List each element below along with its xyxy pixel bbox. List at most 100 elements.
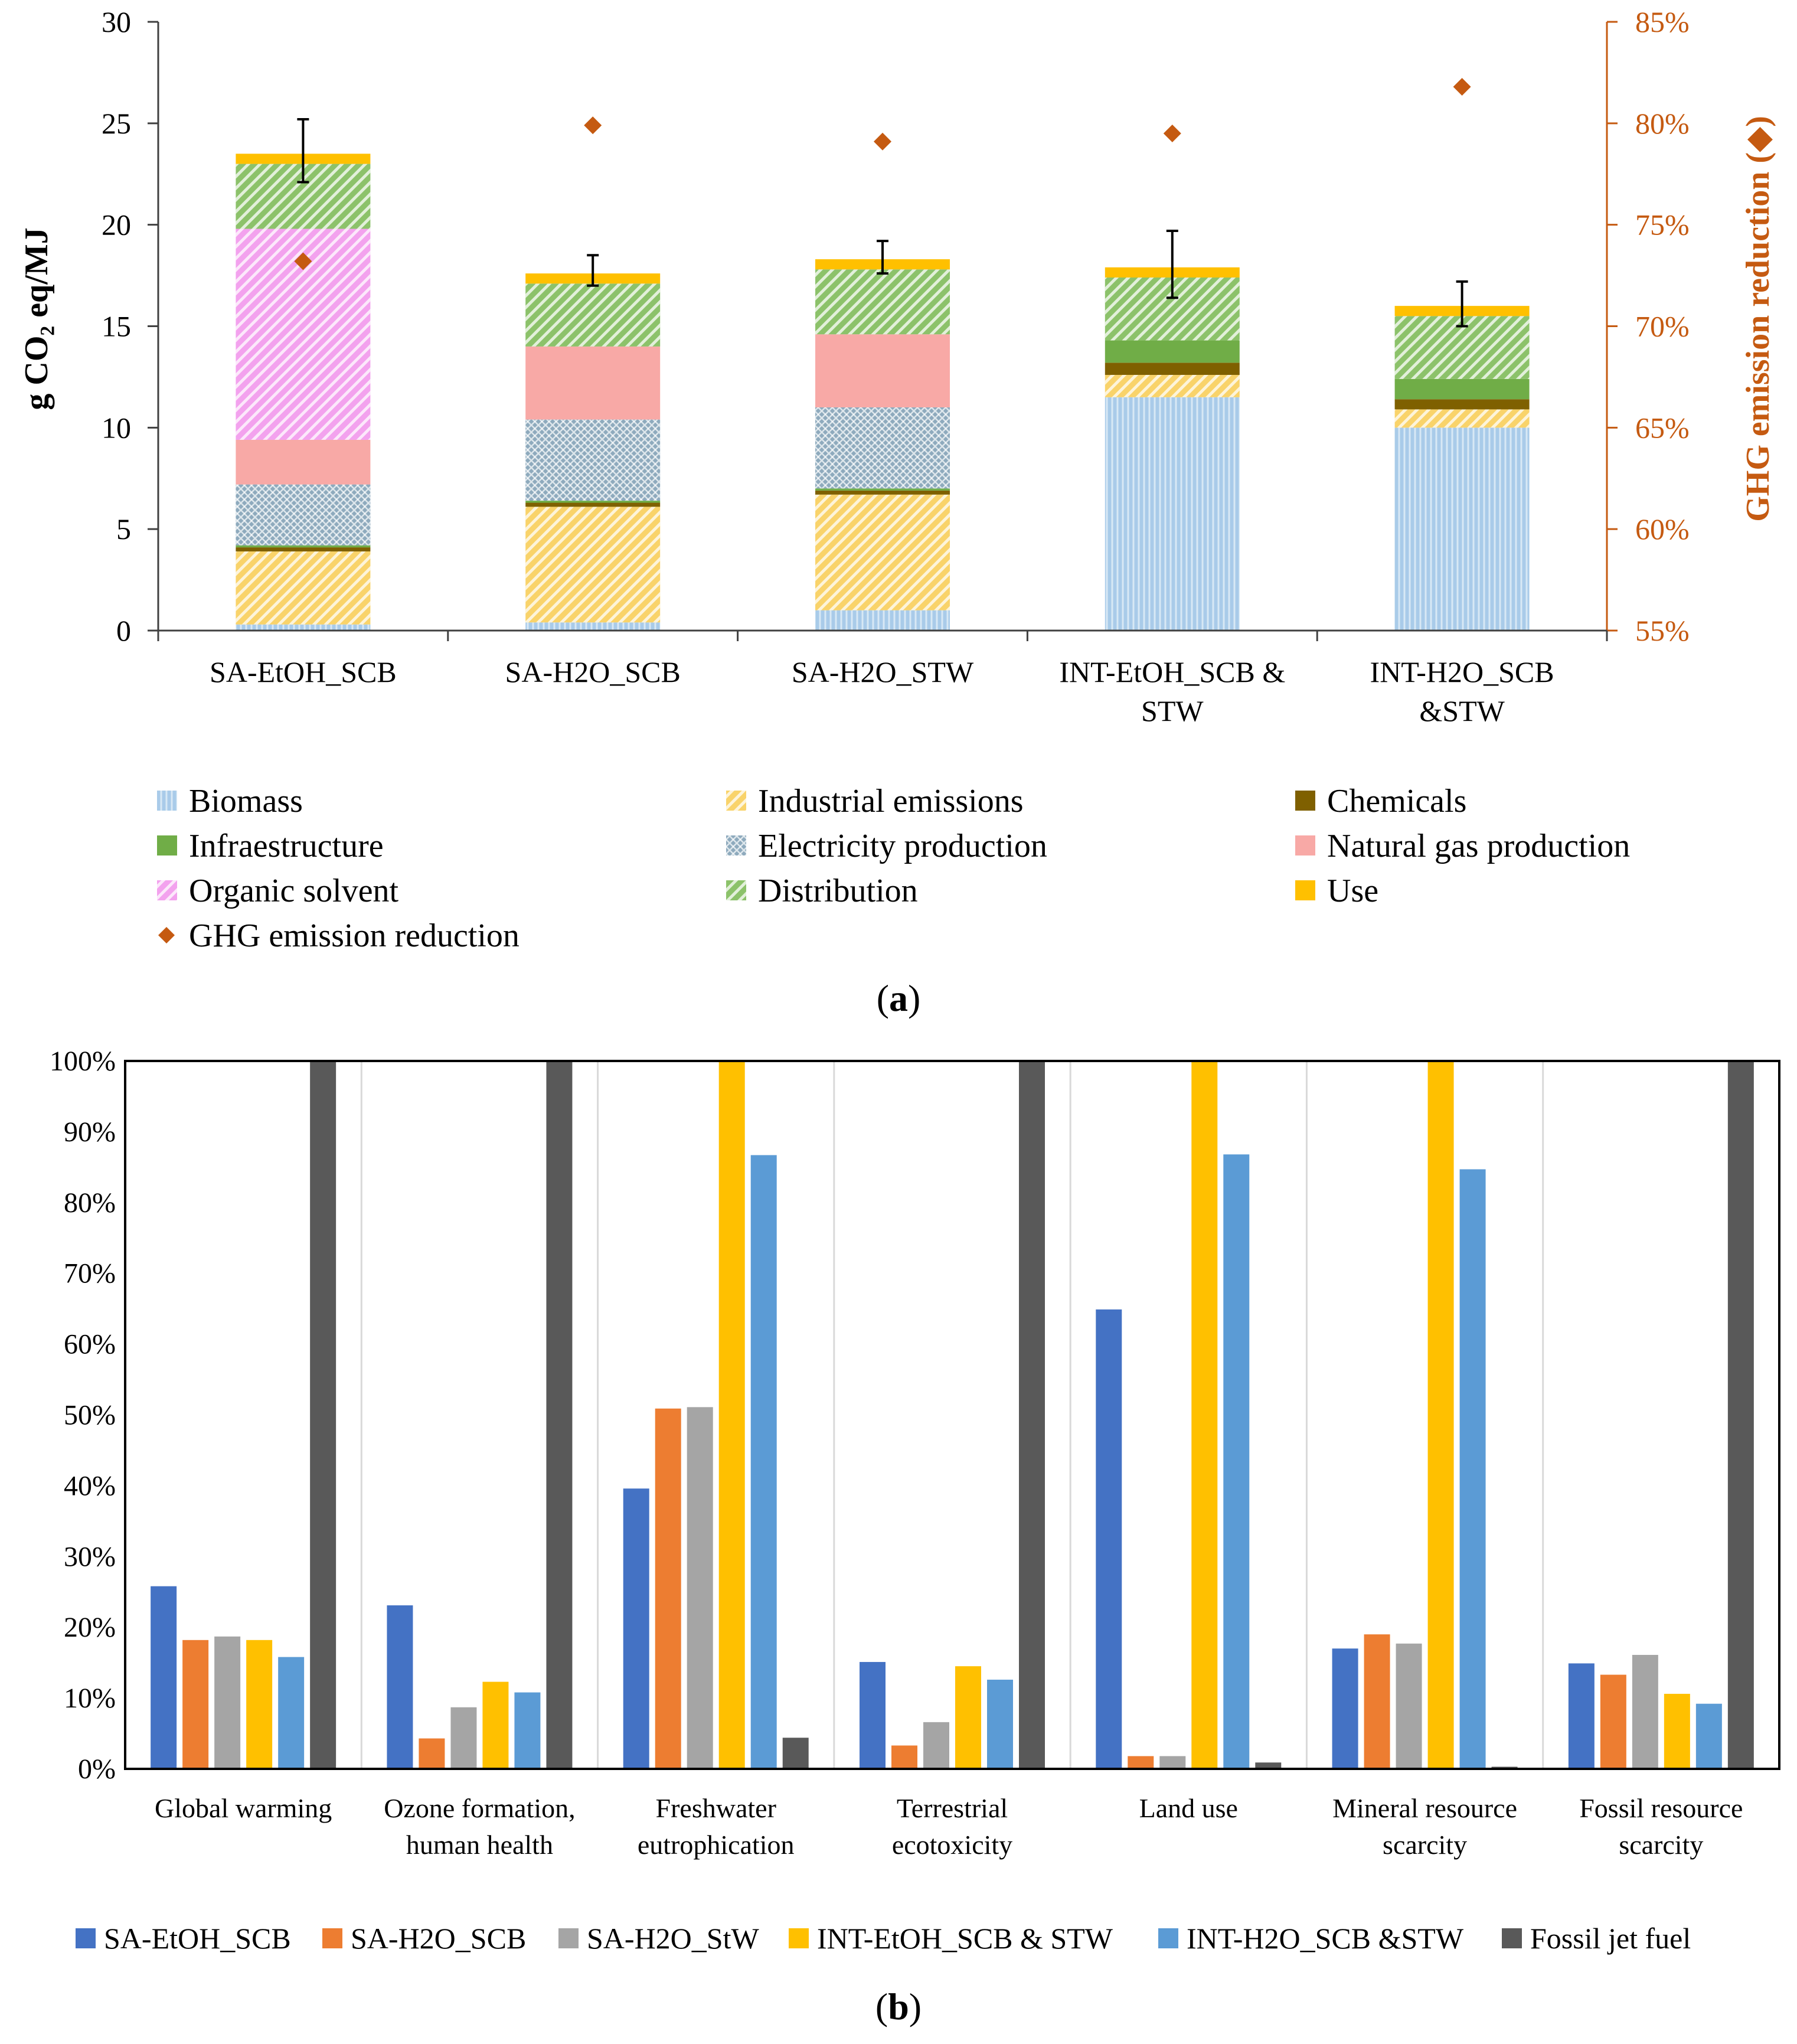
legend-swatch-electricity-production-texture: [726, 835, 746, 856]
left-tick-label: 0: [116, 614, 131, 647]
bar-fossil-jet-fuel: [1019, 1061, 1045, 1769]
category-label: INT-H2O_SCB &STW: [1370, 655, 1554, 727]
y-tick-label: 80%: [64, 1187, 116, 1219]
bar-sa-h2o-scb: [1364, 1634, 1390, 1769]
legend-label: Fossil jet fuel: [1530, 1922, 1691, 1955]
category-label-line: Freshwater: [656, 1793, 776, 1823]
legend-swatch-fossil-jet-fuel: [1502, 1928, 1522, 1948]
bar-segment-infraestructure: [1394, 378, 1530, 400]
bar-sa-h2o-stw: [214, 1636, 241, 1769]
reduction-markers: [294, 77, 1471, 270]
stacked-bars: [236, 154, 1530, 631]
bar-sa-etoh-scb: [151, 1586, 177, 1769]
panel-label-b: (b): [875, 1986, 922, 2027]
bar-segment-industrial-emissions-texture: [1105, 374, 1240, 397]
legend-label: Use: [1327, 873, 1378, 909]
bar-segment-infraestructure: [1105, 340, 1240, 363]
bar-int-h2o-scb-stw: [1695, 1703, 1722, 1769]
bar-int-h2o-scb-stw: [1459, 1169, 1486, 1769]
legend-swatch-infraestructure: [157, 835, 177, 856]
y-tick-label: 40%: [64, 1470, 116, 1501]
y-tick-label: 20%: [64, 1612, 116, 1643]
bar-segment-electricity-production-texture: [815, 407, 950, 489]
legend-b: SA-EtOH_SCB SA-H2O_SCB SA-H2O_StW INT-EtOH_…: [76, 1922, 1691, 1955]
bar-segment-electricity-production-texture: [525, 419, 661, 501]
category-label-line: Land use: [1139, 1793, 1238, 1823]
category-label: Terrestrial ecotoxicity: [892, 1793, 1012, 1860]
category-label: Fossil resource scarcity: [1579, 1793, 1743, 1860]
bar-int-etoh-scb-stw: [1664, 1693, 1690, 1769]
legend-swatch-diamond: [158, 927, 175, 943]
left-tick-label: 20: [102, 208, 131, 241]
bar-segment-natural-gas-production: [236, 439, 371, 485]
right-tick-label: 65%: [1635, 411, 1690, 444]
legend-label: Distribution: [758, 873, 918, 909]
bar-segment-biomass-texture: [525, 622, 661, 631]
legend-label: SA-H2O_StW: [587, 1922, 759, 1955]
chart-panel-a: 0 5 10 15 20 25 30 55% 60% 65% 70% 75% 80% 85% SA-Et…: [18, 5, 1776, 1019]
category-label: SA-H2O_STW: [792, 655, 974, 688]
right-tick-label: 55%: [1635, 614, 1690, 647]
chart-panel-b: 0% 10% 20% 30% 40% 50% 60% 70% 80% 90% 100% Global…: [50, 1046, 1780, 2027]
category-label-line: &STW: [1419, 694, 1505, 727]
bar-sa-etoh-scb: [1332, 1648, 1358, 1769]
bar-sa-h2o-stw: [1159, 1756, 1186, 1769]
bar-int-etoh-scb-stw: [246, 1640, 273, 1769]
y-tick-label: 10%: [64, 1683, 116, 1714]
category-labels-b: Global warming Ozone formation, human heal…: [155, 1793, 1743, 1860]
error-bars: [297, 117, 1468, 328]
y-axis-ticks-b: 0% 10% 20% 30% 40% 50% 60% 70% 80% 90% 100%: [50, 1046, 116, 1785]
category-label-line: Ozone formation,: [384, 1793, 575, 1823]
legend-swatch-int-etoh-scb-stw: [789, 1928, 809, 1948]
category-label-line: SA-EtOH_SCB: [210, 655, 397, 688]
diamond-marker: [1163, 125, 1181, 143]
y2-axis-label: GHG emission reduction (◆): [1740, 116, 1776, 522]
y-tick-label: 100%: [50, 1046, 116, 1077]
diamond-marker: [584, 116, 602, 135]
right-tick-label: 70%: [1635, 310, 1690, 343]
category-label-line: scarcity: [1383, 1830, 1467, 1860]
bar-sa-etoh-scb: [387, 1605, 413, 1769]
legend-swatch-organic-solvent-texture: [157, 880, 177, 900]
legend-swatch-int-h2o-scb-stw: [1158, 1928, 1178, 1948]
legend-label: Industrial emissions: [758, 783, 1024, 819]
bar-fossil-jet-fuel: [310, 1061, 336, 1769]
bar-segment-biomass-texture: [1105, 397, 1240, 631]
category-label-line: SA-H2O_STW: [792, 655, 974, 688]
bar-segment-chemicals: [525, 502, 661, 507]
category-label-line: STW: [1141, 694, 1204, 727]
y-axis-label: g CO₂ eq/MJ: [18, 227, 55, 410]
bar-int-etoh-scb-stw: [1191, 1061, 1218, 1769]
category-label: SA-EtOH_SCB: [210, 655, 397, 688]
axes-a: [157, 22, 1608, 641]
bar-sa-h2o-scb: [891, 1745, 917, 1769]
y-tick-label: 30%: [64, 1541, 116, 1572]
legend-swatch-sa-etoh-scb: [76, 1928, 96, 1948]
bar-segment-chemicals: [1105, 363, 1240, 375]
category-label: Mineral resource scarcity: [1332, 1793, 1517, 1860]
bar-segment-biomass-texture: [1394, 427, 1530, 631]
legend-swatch-use: [1295, 880, 1315, 900]
legend-swatch-distribution-texture: [726, 880, 746, 900]
y-tick-label: 60%: [64, 1329, 116, 1360]
gridlines-b: [360, 1061, 1544, 1769]
bar-segment-industrial-emissions-texture: [236, 551, 371, 625]
category-label: Land use: [1139, 1793, 1238, 1823]
category-label-line: ecotoxicity: [892, 1830, 1012, 1860]
legend-a: Biomass Industrial emissions Chemicals Infr…: [157, 783, 1630, 954]
legend-label: Infraestructure: [189, 828, 384, 864]
legend-label: Chemicals: [1327, 783, 1466, 819]
left-tick-label: 5: [116, 512, 131, 546]
bar-segment-biomass-texture: [236, 624, 371, 631]
legend-label: INT-EtOH_SCB & STW: [817, 1922, 1113, 1955]
category-label: Global warming: [155, 1793, 332, 1823]
bar-sa-etoh-scb: [1568, 1663, 1595, 1769]
bar-sa-etoh-scb: [1096, 1309, 1122, 1769]
category-labels-a: SA-EtOH_SCB SA-H2O_SCB SA-H2O_STW INT-EtOH_…: [210, 655, 1554, 727]
legend-swatch-sa-h2o-scb: [322, 1928, 342, 1948]
left-tick-label: 25: [102, 107, 131, 140]
bar-int-etoh-scb-stw: [482, 1681, 509, 1769]
grouped-bars: [151, 1061, 1754, 1769]
category-label-line: INT-H2O_SCB: [1370, 655, 1554, 688]
